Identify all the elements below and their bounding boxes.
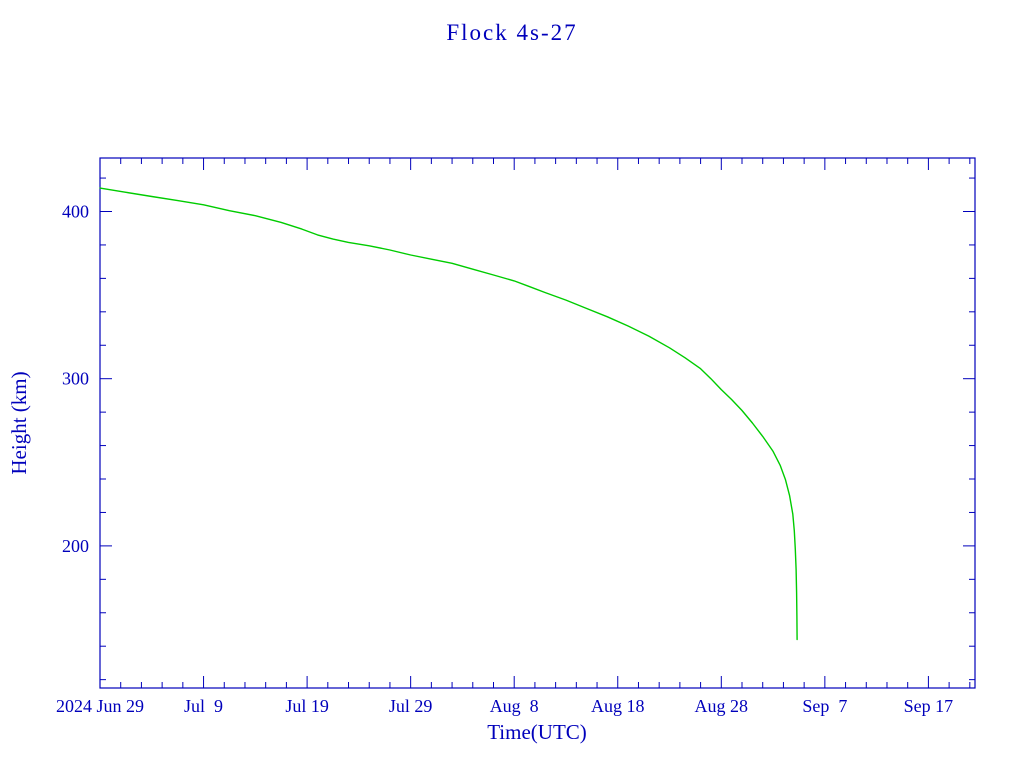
plot-border xyxy=(99,157,976,689)
x-tick-label: Jul 9 xyxy=(184,696,223,716)
x-tick-label: Aug 18 xyxy=(591,696,645,716)
y-tick-label: 400 xyxy=(62,202,89,222)
chart-title: Flock 4s-27 xyxy=(446,20,577,45)
data-series xyxy=(99,187,798,641)
axis-ticks xyxy=(99,158,975,688)
x-tick-label: 2024 Jun 29 xyxy=(56,696,144,716)
x-tick-label: Jul 29 xyxy=(389,696,433,716)
y-axis-label: Height (km) xyxy=(7,371,31,474)
x-tick-label: Jul 19 xyxy=(285,696,329,716)
y-tick-label: 200 xyxy=(62,536,89,556)
x-tick-label: Sep 7 xyxy=(802,696,847,716)
decay-curve xyxy=(99,187,798,641)
y-tick-label: 300 xyxy=(62,369,89,389)
axis-tick-labels: 2024 Jun 29 Jul 9 Jul 19 Jul 29 Aug 8 Aug 18 A… xyxy=(56,202,953,716)
x-tick-label: Aug 28 xyxy=(695,696,749,716)
x-axis-label: Time(UTC) xyxy=(487,720,587,744)
plot-frame xyxy=(99,157,976,689)
x-tick-label: Aug 8 xyxy=(490,696,539,716)
x-tick-label: Sep 17 xyxy=(904,696,954,716)
